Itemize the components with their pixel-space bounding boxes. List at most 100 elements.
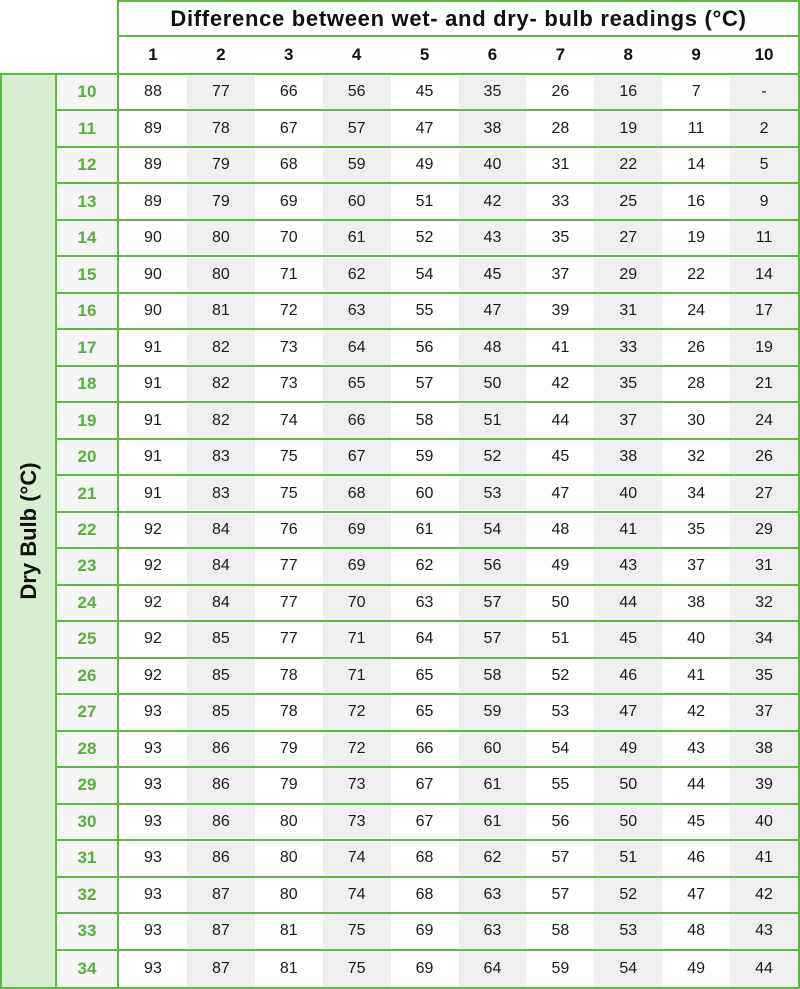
table-cell: 44 bbox=[662, 768, 731, 805]
table-cell: 14 bbox=[662, 148, 731, 185]
table-cell: 62 bbox=[322, 257, 391, 294]
table-cell: 38 bbox=[662, 586, 731, 623]
table-cell: 57 bbox=[390, 367, 459, 404]
table-cell: 31 bbox=[730, 549, 798, 586]
table-cell: 37 bbox=[730, 695, 798, 732]
row-label: 13 bbox=[57, 184, 119, 221]
column-axis-label: Difference between wet- and dry- bulb re… bbox=[170, 5, 747, 31]
table-cell: 80 bbox=[186, 257, 255, 294]
table-cell: 77 bbox=[254, 622, 323, 659]
table-cell: 50 bbox=[458, 366, 527, 404]
column-header: 7 bbox=[555, 45, 566, 64]
column-header: 1 bbox=[148, 45, 158, 64]
table-cell: 24 bbox=[730, 403, 798, 440]
table-cell: 71 bbox=[322, 622, 391, 659]
table-cell: 69 bbox=[322, 549, 391, 586]
table-cell: 73 bbox=[322, 804, 391, 842]
table-cell: 79 bbox=[254, 732, 323, 769]
column-header: 8 bbox=[623, 45, 633, 64]
table-cell: 86 bbox=[186, 731, 255, 769]
table-cell: 65 bbox=[322, 366, 391, 404]
table-cell: 60 bbox=[322, 184, 391, 221]
table-cell: 47 bbox=[526, 476, 595, 513]
table-cell: 53 bbox=[594, 914, 663, 951]
table-cell: 93 bbox=[119, 914, 187, 951]
table-cell: 60 bbox=[390, 476, 459, 513]
table-cell: 81 bbox=[186, 293, 255, 331]
table-cell: 60 bbox=[458, 731, 527, 769]
table-cell: 17 bbox=[730, 293, 798, 331]
row-label: 22 bbox=[57, 512, 119, 550]
table-cell: 93 bbox=[119, 841, 187, 878]
table-cell: 69 bbox=[390, 914, 459, 951]
table-cell: 70 bbox=[254, 221, 323, 258]
row-label: 30 bbox=[57, 804, 119, 842]
table-cell: 87 bbox=[186, 877, 255, 915]
row-label: 11 bbox=[57, 111, 119, 148]
table-cell: 64 bbox=[458, 950, 527, 987]
row-label: 16 bbox=[57, 293, 119, 331]
table-cell: 34 bbox=[662, 476, 731, 513]
column-header: 2 bbox=[216, 45, 226, 64]
table-cell: 42 bbox=[730, 877, 798, 915]
table-cell: 41 bbox=[662, 659, 731, 696]
table-cell: 66 bbox=[254, 75, 323, 112]
table-cell: 77 bbox=[254, 586, 323, 623]
table-cell: 38 bbox=[594, 439, 663, 477]
row-label: 28 bbox=[57, 731, 119, 769]
table-cell: 57 bbox=[458, 585, 527, 623]
row-label: 19 bbox=[57, 403, 119, 440]
table-cell: 57 bbox=[526, 841, 595, 878]
table-cell: 64 bbox=[390, 622, 459, 659]
table-cell: 68 bbox=[254, 148, 323, 185]
table-cell: 37 bbox=[594, 403, 663, 440]
table-cell: 92 bbox=[119, 549, 187, 586]
table-cell: 59 bbox=[551, 959, 570, 977]
table-cell: 63 bbox=[458, 914, 527, 951]
table-cell: 40 bbox=[730, 804, 798, 842]
table-cell: 53 bbox=[458, 476, 527, 513]
table-cell: 86 bbox=[186, 768, 255, 805]
table-cell: 66 bbox=[322, 403, 391, 440]
table-cell: 65 bbox=[390, 659, 459, 696]
table-cell: 82 bbox=[186, 366, 255, 404]
table-cell: 19 bbox=[594, 111, 663, 148]
table-cell: 47 bbox=[458, 293, 527, 331]
table-cell: 91 bbox=[119, 403, 187, 440]
table-cell: 63 bbox=[322, 293, 391, 331]
row-label: 26 bbox=[57, 658, 119, 696]
table-cell: 35 bbox=[662, 513, 731, 550]
table-cell: 61 bbox=[390, 513, 459, 550]
table-cell: 73 bbox=[254, 330, 323, 367]
table-cell: 87 bbox=[186, 914, 255, 951]
table-cell: 51 bbox=[594, 841, 663, 878]
row-label: 31 bbox=[57, 841, 119, 878]
table-cell: 43 bbox=[594, 549, 663, 586]
table-cell: 93 bbox=[119, 732, 187, 769]
table-cell: 72 bbox=[322, 695, 391, 732]
row-label: 12 bbox=[57, 147, 119, 185]
table-cell: 69 bbox=[254, 184, 323, 221]
row-label: 34 bbox=[57, 950, 119, 987]
table-cell: 93 bbox=[119, 805, 187, 842]
table-cell: 44 bbox=[594, 585, 663, 623]
table-cell: 77 bbox=[254, 549, 323, 586]
table-cell: 44 bbox=[526, 403, 595, 440]
table-cell: 90 bbox=[119, 294, 187, 331]
table-cell: 39 bbox=[526, 294, 595, 331]
table-cell: 57 bbox=[458, 622, 527, 659]
table-cell: 91 bbox=[119, 440, 187, 477]
table-cell: 41 bbox=[730, 841, 798, 878]
table-cell: 85 bbox=[186, 622, 255, 659]
table-cell: 63 bbox=[458, 877, 527, 915]
table-cell: 92 bbox=[119, 513, 187, 550]
table-cell: 26 bbox=[662, 330, 731, 367]
table-cell: 41 bbox=[526, 330, 595, 367]
table-cell: 40 bbox=[662, 622, 731, 659]
table-cell: 57 bbox=[322, 111, 391, 148]
column-header: 9 bbox=[691, 45, 701, 64]
table-cell: 80 bbox=[254, 805, 323, 842]
table-cell: 90 bbox=[119, 257, 187, 294]
table-cell: 54 bbox=[458, 512, 527, 550]
